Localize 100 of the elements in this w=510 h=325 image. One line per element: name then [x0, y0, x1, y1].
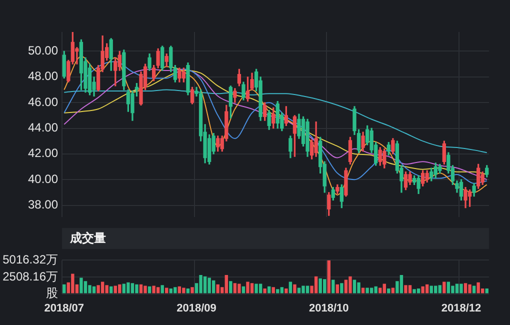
- bar: [302, 286, 305, 294]
- bar: [344, 280, 348, 294]
- bar: [224, 275, 228, 294]
- bar: [130, 283, 134, 294]
- x-tick-label: 2018/12: [441, 302, 482, 314]
- bar: [84, 281, 88, 294]
- bar: [110, 286, 113, 294]
- bar: [212, 280, 216, 294]
- bar: [340, 283, 344, 294]
- bar: [430, 286, 433, 294]
- bar: [280, 287, 284, 294]
- bar: [272, 287, 275, 294]
- bar: [148, 286, 152, 294]
- bar: [455, 284, 459, 294]
- y-tick-label: 38.00: [28, 198, 58, 212]
- bar: [297, 288, 301, 294]
- bar: [374, 286, 378, 294]
- y-tick-label: 42.00: [28, 146, 58, 160]
- bar: [62, 284, 66, 294]
- bar: [434, 286, 438, 294]
- bar: [460, 284, 463, 294]
- bar: [400, 275, 404, 294]
- y-tick-label: 股: [46, 286, 58, 300]
- bar: [332, 280, 335, 294]
- bar: [408, 285, 412, 294]
- bar: [472, 286, 476, 294]
- bar: [485, 288, 488, 294]
- bar: [92, 286, 96, 294]
- bar: [451, 286, 454, 294]
- bar: [250, 283, 254, 294]
- bar: [416, 288, 420, 294]
- bar: [438, 285, 442, 294]
- bar: [382, 284, 386, 294]
- bar: [114, 286, 117, 294]
- bar: [361, 288, 365, 294]
- bar: [370, 288, 374, 294]
- bar: [233, 283, 237, 294]
- bar: [254, 284, 258, 294]
- y-tick-label: 50.00: [28, 44, 58, 58]
- bar: [263, 288, 266, 294]
- y-tick-label: 44.00: [28, 120, 58, 135]
- bar: [468, 284, 472, 294]
- bar: [190, 287, 194, 294]
- bar: [348, 276, 352, 294]
- y-tick-label: 2508.16万: [2, 269, 58, 284]
- bar: [404, 285, 408, 294]
- bar: [288, 282, 292, 294]
- bar: [352, 280, 356, 294]
- bar: [378, 288, 382, 294]
- bar: [387, 288, 390, 294]
- bar: [314, 276, 318, 294]
- bar: [306, 286, 310, 294]
- bar: [182, 288, 186, 294]
- bar: [80, 278, 83, 294]
- bar: [165, 288, 168, 294]
- bar: [71, 274, 74, 294]
- bar: [284, 288, 288, 294]
- bar: [276, 289, 280, 294]
- bar: [178, 286, 182, 294]
- y-tick-label: 5016.32万: [2, 252, 58, 267]
- bar: [229, 281, 232, 294]
- bar: [203, 276, 207, 294]
- bar: [139, 284, 143, 294]
- bar: [425, 284, 429, 294]
- bar: [421, 286, 424, 294]
- bar: [412, 289, 416, 294]
- bar: [442, 282, 446, 294]
- bar: [144, 286, 147, 294]
- bar: [318, 278, 322, 294]
- bar: [126, 282, 130, 294]
- x-tick-label: 2018/09: [176, 302, 216, 314]
- bar: [135, 284, 138, 294]
- bar: [156, 287, 160, 294]
- bar: [267, 286, 271, 294]
- bar: [105, 285, 108, 294]
- bar: [100, 282, 104, 294]
- bar: [446, 282, 450, 294]
- bar: [242, 286, 246, 294]
- bar: [160, 285, 164, 294]
- bar: [152, 286, 156, 294]
- chart-title: 成交量: [62, 228, 489, 249]
- bar: [238, 284, 241, 294]
- bar: [391, 288, 395, 294]
- bar: [327, 260, 330, 294]
- bar: [96, 285, 100, 294]
- y-tick-label: 48.00: [28, 69, 58, 84]
- bar: [199, 275, 202, 294]
- bar: [357, 282, 360, 294]
- y-tick-label: 40.00: [28, 172, 58, 186]
- x-tick-label: 2018/10: [308, 302, 349, 314]
- bar: [174, 287, 177, 294]
- x-tick-label: 2018/07: [44, 302, 84, 314]
- bar: [216, 284, 220, 294]
- bar: [122, 284, 126, 294]
- bar: [208, 278, 211, 294]
- bar: [246, 282, 250, 294]
- bar: [258, 284, 262, 294]
- y-tick-label: 46.00: [28, 94, 58, 109]
- bar: [336, 284, 340, 294]
- bar: [186, 288, 190, 294]
